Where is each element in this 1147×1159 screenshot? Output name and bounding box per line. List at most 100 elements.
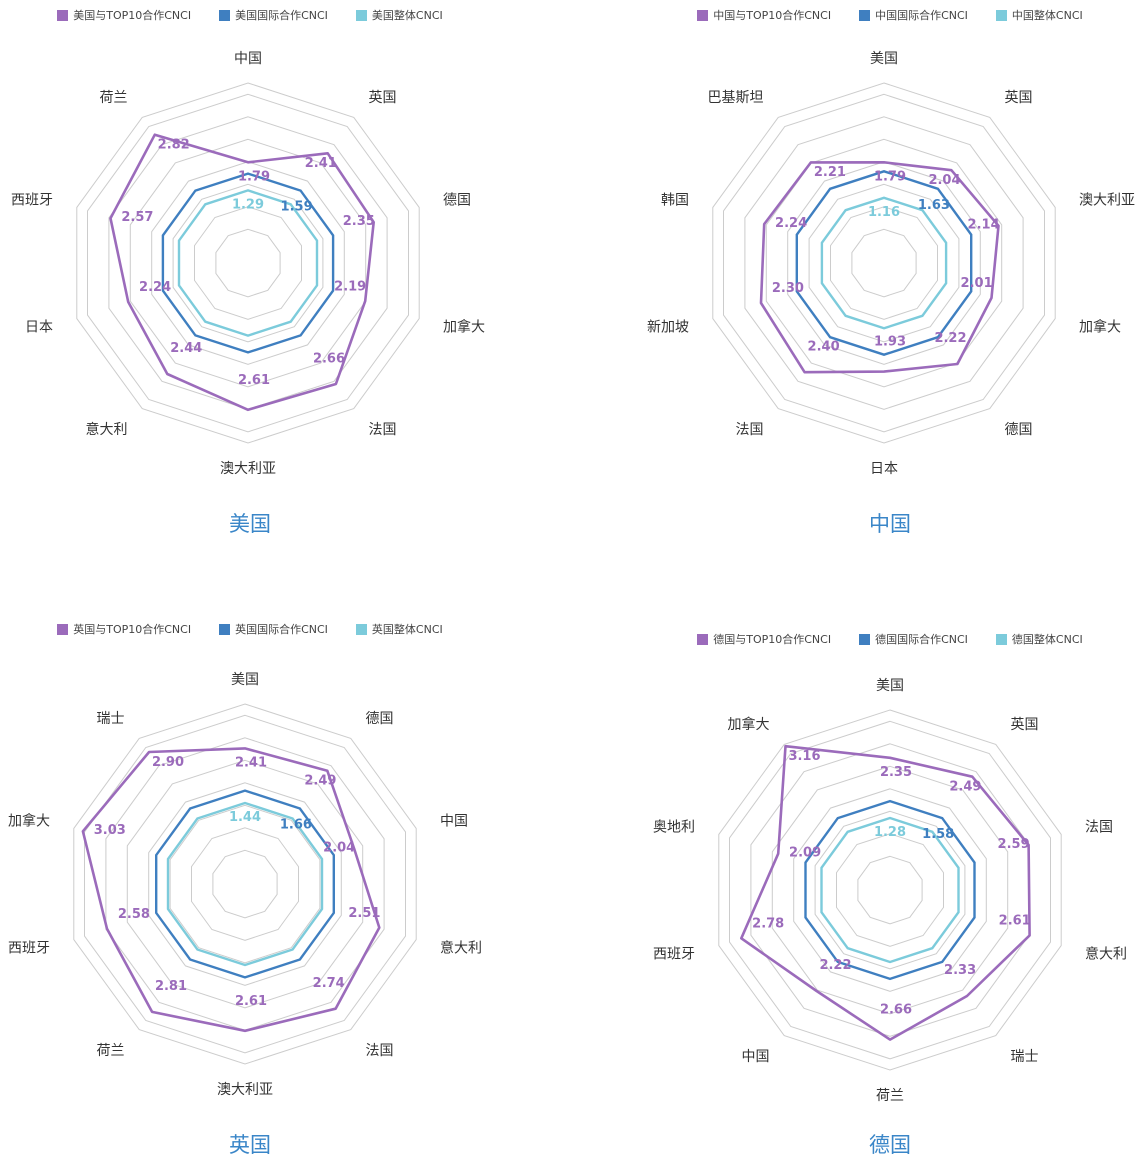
data-label-top10: 2.59 <box>998 837 1030 852</box>
data-label-top10: 2.41 <box>235 755 267 770</box>
grid-ring <box>712 82 1056 444</box>
legend-item-intl: 德国国际合作CNCI <box>859 631 968 647</box>
data-label-top10: 2.24 <box>775 216 807 231</box>
data-label-top10: 2.61 <box>235 994 267 1009</box>
data-label-top10: 2.66 <box>313 351 345 366</box>
axis-label: 奥地利 <box>653 819 695 836</box>
data-label-top10: 2.22 <box>819 958 851 973</box>
axis-label: 瑞士 <box>1011 1049 1039 1065</box>
axis-label: 巴基斯坦 <box>708 89 764 106</box>
data-label-overall: 1.44 <box>229 810 261 825</box>
axis-label: 加拿大 <box>1079 318 1121 335</box>
grid-ring <box>87 93 409 433</box>
grid-ring <box>129 138 367 388</box>
grid-ring <box>793 788 987 992</box>
series-top10 <box>759 161 1000 374</box>
grid-ring <box>814 810 966 970</box>
legend-item-intl: 中国国际合作CNCI <box>859 7 968 23</box>
series-overall <box>177 189 319 337</box>
data-label-top10: 2.22 <box>934 331 966 346</box>
data-label-top10: 2.81 <box>155 979 187 994</box>
data-label-top10: 2.35 <box>343 214 375 229</box>
legend: 英国与TOP10合作CNCI 英国国际合作CNCI 英国整体CNCI <box>0 621 500 637</box>
axis-label: 荷兰 <box>100 90 128 106</box>
data-label-top10: 2.04 <box>928 173 960 188</box>
data-label-top10: 2.21 <box>814 165 846 180</box>
data-label-top10: 2.04 <box>323 840 355 855</box>
grid-ring <box>808 183 960 343</box>
data-label-top10: 2.33 <box>944 963 976 978</box>
data-label-overall: 1.28 <box>874 825 906 840</box>
legend: 德国与TOP10合作CNCI 德国国际合作CNCI 德国整体CNCI <box>640 631 1140 647</box>
axis-label: 意大利 <box>1085 945 1127 962</box>
axis-label: 法国 <box>736 422 764 438</box>
grid-ring <box>857 855 923 925</box>
grid-ring <box>151 161 345 365</box>
grid-ring <box>76 82 420 444</box>
data-label-top10: 1.79 <box>874 169 906 184</box>
chart-title: 中国 <box>869 512 911 536</box>
grid-ring <box>729 720 1051 1060</box>
grid-ring <box>191 827 299 941</box>
data-label-top10: 2.82 <box>158 138 190 153</box>
axis-label: 韩国 <box>661 193 689 209</box>
data-label-top10: 2.19 <box>334 279 366 294</box>
grid-ring <box>718 709 1062 1071</box>
axis-label: 澳大利亚 <box>220 461 276 477</box>
grid-ring <box>771 765 1009 1015</box>
data-label-top10: 2.58 <box>118 907 150 922</box>
data-label-top10: 2.14 <box>968 218 1000 233</box>
axis-label: 法国 <box>1085 820 1113 836</box>
legend: 美国与TOP10合作CNCI 美国国际合作CNCI 美国整体CNCI <box>0 7 500 23</box>
legend-item-top10: 美国与TOP10合作CNCI <box>57 7 191 23</box>
legend-item-top10: 中国与TOP10合作CNCI <box>697 7 831 23</box>
axis-label: 德国 <box>1005 422 1033 438</box>
grid-ring <box>765 138 1003 388</box>
legend-item-overall: 英国整体CNCI <box>355 621 443 637</box>
legend-item-overall: 德国整体CNCI <box>995 631 1083 647</box>
series-overall <box>166 801 324 967</box>
legend-item-top10: 英国与TOP10合作CNCI <box>57 621 191 637</box>
axis-label: 德国 <box>366 711 394 727</box>
axis-label: 英国 <box>1005 89 1033 106</box>
legend-item-top10: 德国与TOP10合作CNCI <box>697 631 831 647</box>
grid-ring <box>787 161 981 365</box>
data-label-top10: 2.90 <box>152 755 184 770</box>
grid-ring <box>148 782 342 986</box>
data-label-top10: 2.74 <box>313 976 345 991</box>
axis-label: 加拿大 <box>728 716 770 733</box>
data-label-top10: 2.09 <box>789 846 821 861</box>
grid-ring <box>836 833 944 947</box>
series-overall <box>820 816 960 964</box>
legend-item-overall: 中国整体CNCI <box>995 7 1083 23</box>
axis-label: 西班牙 <box>653 946 695 962</box>
axis-label: 加拿大 <box>443 318 485 335</box>
data-label-top10: 2.30 <box>772 281 804 296</box>
grid-ring <box>194 206 302 320</box>
legend-item-intl: 美国国际合作CNCI <box>219 7 328 23</box>
data-label-top10: 2.41 <box>305 156 337 171</box>
axis-label: 德国 <box>443 193 471 209</box>
data-label-top10: 2.66 <box>880 1003 912 1018</box>
axis-label: 法国 <box>366 1043 394 1059</box>
legend: 中国与TOP10合作CNCI 中国国际合作CNCI 中国整体CNCI <box>640 7 1140 23</box>
axis-label: 日本 <box>25 319 53 335</box>
data-label-overall: 1.29 <box>232 197 264 212</box>
data-label-top10: 2.40 <box>808 339 840 354</box>
axis-label: 加拿大 <box>8 813 50 830</box>
axis-label: 美国 <box>870 51 898 67</box>
data-label-top10: 2.61 <box>238 373 270 388</box>
data-label-top10: 3.03 <box>94 823 126 838</box>
chart-title: 德国 <box>869 1133 911 1157</box>
grid-ring <box>108 116 388 410</box>
grid-ring <box>723 93 1045 433</box>
axis-label: 英国 <box>1011 716 1039 733</box>
data-label-top10: 2.49 <box>304 774 336 789</box>
axis-label: 西班牙 <box>11 193 53 209</box>
data-label-top10: 1.93 <box>874 335 906 350</box>
radar-panel-germany: 德国与TOP10合作CNCI 德国国际合作CNCI 德国整体CNCI 美国 英国法… <box>640 615 1140 1158</box>
axis-label: 中国 <box>234 51 262 67</box>
